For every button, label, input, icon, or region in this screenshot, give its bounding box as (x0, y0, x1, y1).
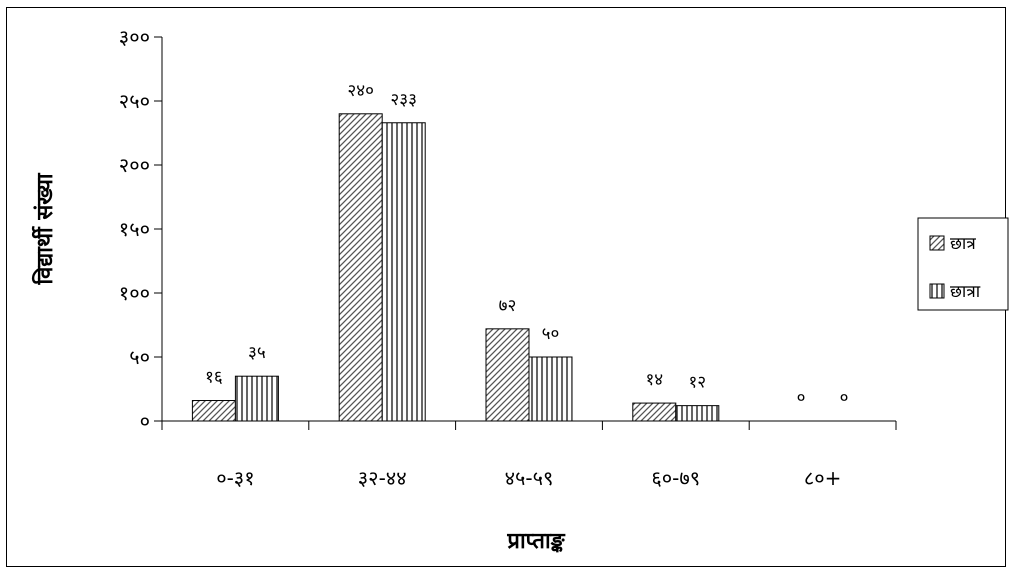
y-tick-label: ० (140, 409, 150, 433)
y-axis-title: विद्यार्थी संख्या (31, 172, 58, 285)
x-axis-title: प्राप्ताङ्क (506, 529, 565, 554)
y-tick-label: ३०० (119, 25, 150, 49)
y-tick-label: २५० (119, 89, 150, 113)
legend-swatch-girls (929, 283, 945, 299)
x-tick-label: ६०-७९ (651, 466, 700, 490)
bar-girls (381, 122, 426, 422)
y-tick-label: ५० (129, 345, 150, 369)
data-label: ० (797, 388, 806, 408)
legend-label-boys: छात्र (950, 234, 976, 254)
x-tick-label: ०-३१ (216, 466, 254, 490)
data-label: १४ (645, 370, 663, 390)
y-tick-label: १०० (119, 281, 150, 305)
data-label: १६ (205, 368, 223, 388)
x-tick-label: ३२-४४ (358, 466, 407, 490)
x-tick-label: ८०+ (804, 466, 842, 490)
data-label: २३३ (390, 90, 417, 110)
data-label: ३५ (248, 343, 266, 363)
legend-label-girls: छात्रा (950, 282, 981, 302)
bar-boys (338, 113, 383, 422)
bar-girls (234, 375, 279, 422)
legend: छात्र छात्रा (917, 217, 1009, 311)
data-label: २४० (347, 81, 374, 101)
data-label: ७२ (499, 296, 517, 316)
data-label: १२ (688, 373, 706, 393)
y-tick-label: १५० (119, 217, 150, 241)
data-label: ० (840, 388, 849, 408)
x-tick-label: ४५-५९ (505, 466, 554, 490)
bar-boys (632, 402, 677, 422)
data-label: ५० (542, 324, 560, 344)
bar-girls (528, 356, 573, 422)
legend-swatch-boys (929, 235, 945, 251)
bar-boys (485, 328, 530, 422)
y-tick-label: २०० (119, 153, 150, 177)
bar-girls (675, 405, 720, 422)
bar-boys (191, 400, 236, 422)
chart-frame (6, 7, 1006, 567)
